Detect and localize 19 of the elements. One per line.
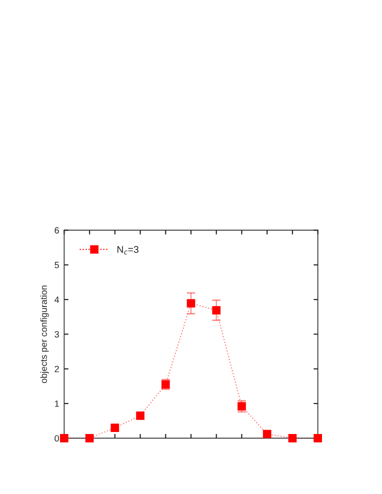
y-tick-label: 3 <box>54 331 59 338</box>
point <box>212 306 221 314</box>
point <box>186 299 196 308</box>
y-tick-label: 0 <box>54 435 59 442</box>
y-tick-label: 2 <box>54 366 59 372</box>
point <box>314 434 322 442</box>
y-tick-label: 5 <box>54 262 59 268</box>
point <box>288 434 297 442</box>
y-tick-label: 1 <box>54 400 59 407</box>
point <box>238 402 246 410</box>
point <box>85 434 94 442</box>
point <box>60 434 68 442</box>
point <box>110 424 120 432</box>
y-tick-label: 6 <box>54 227 59 234</box>
point <box>136 411 144 420</box>
y-tick-label: 4 <box>54 296 60 303</box>
point <box>262 430 272 438</box>
y-axis-title: objects per configuration <box>40 286 49 383</box>
legend-label: N$_{c}$=3 <box>117 246 138 254</box>
